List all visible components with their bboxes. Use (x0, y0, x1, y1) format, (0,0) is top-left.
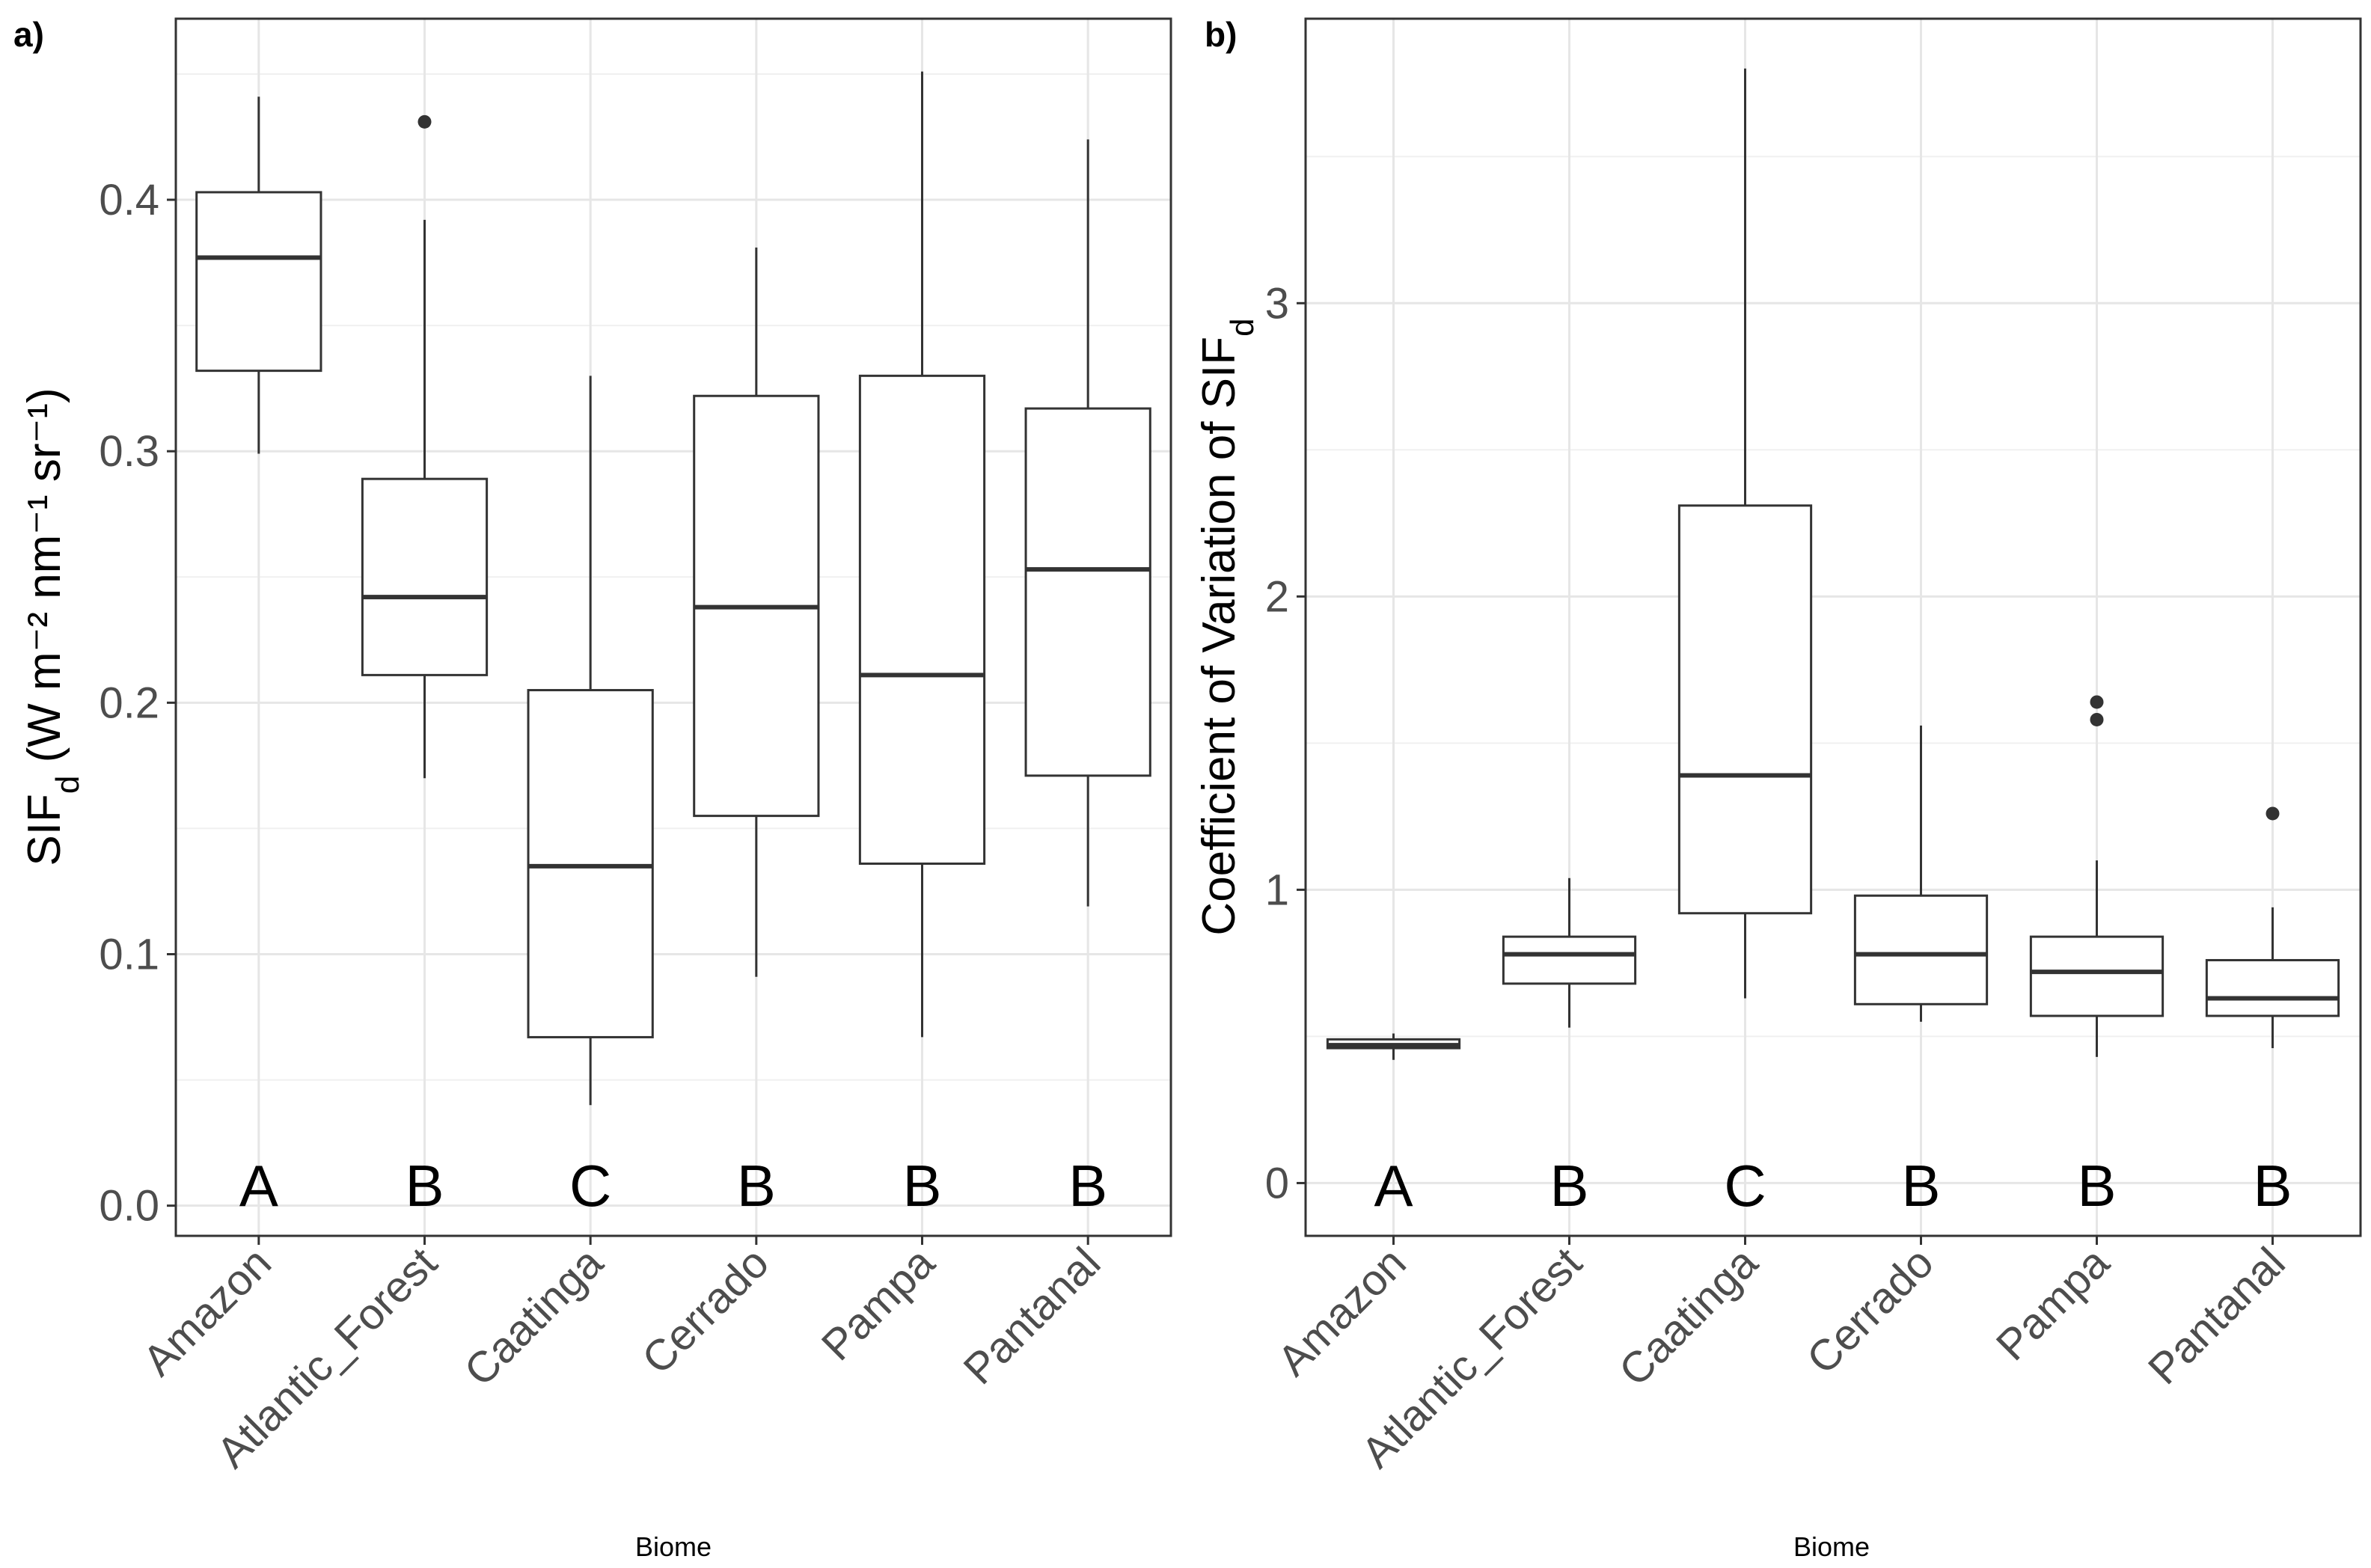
panel-border (174, 17, 1172, 1237)
box-Atlantic_Forest (361, 114, 489, 779)
x-tick-label: Amazon (134, 1238, 281, 1385)
box-Caatinga (1677, 68, 1813, 999)
box-Pampa (858, 71, 986, 1038)
y-tick-label: 3 (1265, 279, 1289, 328)
y-tick-label: 0.2 (99, 679, 159, 727)
y-axis-title: SIFd (W m⁻² nm⁻¹ sr⁻¹) (19, 388, 86, 866)
box-Cerrado (1853, 725, 1989, 1022)
group-letter: A (1374, 1153, 1413, 1219)
box-Amazon (195, 97, 322, 454)
box-Caatinga (527, 376, 654, 1106)
y-tick-label: 0 (1265, 1159, 1289, 1207)
box-iqr (1677, 504, 1813, 915)
box-Pantanal (1024, 139, 1151, 907)
panel-border (1304, 17, 2362, 1237)
x-tick-label: Cerrado (1798, 1238, 1943, 1383)
panel-a: 0.00.10.20.30.4A B C B B BAmazonAtlantic_Fore… (13, 15, 1172, 1562)
group-letter: B (2253, 1153, 2292, 1219)
box-iqr (1853, 894, 1989, 1005)
box-iqr (2029, 935, 2165, 1017)
group-letter: B (902, 1153, 941, 1219)
x-tick-label: Caatinga (1610, 1238, 1768, 1396)
x-tick-label: Pantanal (2139, 1238, 2295, 1394)
y-tick-label: 2 (1265, 572, 1289, 621)
box-iqr (2205, 958, 2340, 1017)
y-tick-label: 0.1 (99, 931, 159, 979)
x-tick-label: Pampa (813, 1238, 944, 1370)
y-tick-label: 1 (1265, 866, 1289, 914)
box-iqr (1024, 407, 1151, 777)
box-iqr (361, 477, 489, 676)
box-Amazon (1326, 1033, 1461, 1060)
box-Pantanal (2205, 806, 2340, 1049)
box-iqr (195, 191, 322, 373)
x-tick-label: Cerrado (633, 1238, 778, 1383)
outlier-point (417, 114, 432, 129)
group-letter: B (2077, 1153, 2116, 1219)
box-iqr (527, 689, 654, 1038)
y-axis-title: Coefficient of Variation of SIFd (1193, 318, 1261, 935)
x-tick-label: Caatinga (455, 1238, 613, 1396)
x-tick-label: Pantanal (954, 1238, 1110, 1394)
group-letter: C (569, 1153, 611, 1219)
group-letter: B (405, 1153, 444, 1219)
panel-label: b) (1205, 15, 1237, 54)
x-axis-title: Biome (635, 1531, 712, 1562)
x-axis-title: Biome (1793, 1531, 1870, 1562)
outlier-point (2090, 712, 2104, 726)
y-tick-label: 0.0 (99, 1182, 159, 1231)
group-letter: B (737, 1153, 776, 1219)
group-letter: B (1068, 1153, 1107, 1219)
outlier-point (2266, 806, 2280, 821)
panel-label: a) (13, 15, 44, 54)
x-tick-label: Amazon (1268, 1238, 1415, 1385)
group-letter: A (239, 1153, 278, 1219)
group-letter: B (1549, 1153, 1588, 1219)
box-Pampa (2029, 695, 2165, 1057)
box-Atlantic_Forest (1502, 878, 1637, 1028)
outlier-point (2090, 695, 2104, 709)
box-Cerrado (693, 247, 820, 977)
box-iqr (1502, 935, 1637, 985)
y-tick-label: 0.3 (99, 427, 159, 476)
group-letter: B (1901, 1153, 1940, 1219)
box-iqr (858, 374, 986, 865)
x-tick-label: Pampa (1987, 1238, 2119, 1370)
group-letter: C (1724, 1153, 1766, 1219)
y-tick-label: 0.4 (99, 176, 159, 224)
